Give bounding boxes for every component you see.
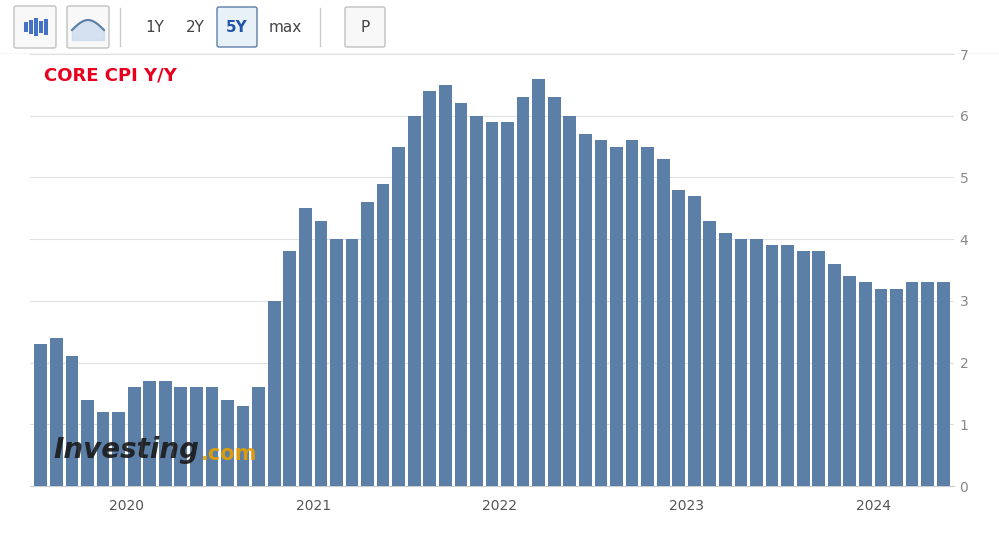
Bar — [859, 282, 872, 486]
Bar — [610, 146, 622, 486]
Bar — [921, 282, 934, 486]
Bar — [532, 79, 545, 486]
Bar — [144, 381, 156, 486]
Bar — [39, 21, 43, 33]
Bar — [81, 400, 94, 486]
Bar — [253, 387, 265, 486]
Text: max: max — [269, 19, 302, 35]
Bar — [34, 18, 38, 36]
FancyBboxPatch shape — [345, 7, 385, 47]
Bar — [190, 387, 203, 486]
Text: 2Y: 2Y — [186, 19, 205, 35]
Bar — [284, 252, 296, 486]
FancyBboxPatch shape — [67, 6, 109, 48]
Bar — [237, 406, 250, 486]
Bar — [299, 208, 312, 486]
Bar — [594, 140, 607, 486]
Bar — [828, 264, 840, 486]
Bar — [703, 221, 716, 486]
Bar — [812, 252, 825, 486]
Bar — [734, 239, 747, 486]
Bar — [719, 233, 731, 486]
Bar — [206, 387, 219, 486]
Bar — [641, 146, 654, 486]
Bar — [797, 252, 809, 486]
Bar — [672, 190, 685, 486]
Bar — [874, 288, 887, 486]
Bar — [408, 116, 421, 486]
Bar — [268, 301, 281, 486]
Bar — [29, 20, 33, 34]
Bar — [128, 387, 141, 486]
Text: 5Y: 5Y — [226, 19, 248, 35]
Bar — [44, 19, 48, 35]
Bar — [97, 412, 110, 486]
Bar — [362, 202, 374, 486]
Bar — [579, 134, 591, 486]
Bar — [547, 97, 560, 486]
Text: CORE CPI Y/Y: CORE CPI Y/Y — [44, 67, 177, 85]
Bar — [471, 116, 483, 486]
Bar — [843, 276, 856, 486]
Bar — [221, 400, 234, 486]
Bar — [563, 116, 576, 486]
Bar — [781, 245, 794, 486]
Bar — [346, 239, 359, 486]
Bar — [439, 85, 452, 486]
Bar — [393, 146, 405, 486]
Bar — [486, 122, 499, 486]
FancyBboxPatch shape — [217, 7, 257, 47]
Bar — [750, 239, 763, 486]
Bar — [175, 387, 187, 486]
Bar — [765, 245, 778, 486]
Bar — [906, 282, 918, 486]
Text: .com: .com — [201, 444, 258, 464]
FancyBboxPatch shape — [14, 6, 56, 48]
Bar — [35, 344, 47, 486]
Text: P: P — [361, 19, 370, 35]
Bar — [625, 140, 638, 486]
Bar — [937, 282, 949, 486]
Bar — [501, 122, 513, 486]
Bar — [24, 22, 28, 32]
Bar — [688, 196, 700, 486]
Bar — [112, 412, 125, 486]
Bar — [377, 184, 390, 486]
Text: 1Y: 1Y — [146, 19, 165, 35]
Bar — [330, 239, 343, 486]
Bar — [66, 356, 78, 486]
Bar — [159, 381, 172, 486]
Bar — [50, 338, 63, 486]
Bar — [890, 288, 903, 486]
Bar — [424, 91, 437, 486]
Bar — [656, 159, 669, 486]
Text: Investing: Investing — [53, 436, 199, 464]
Bar — [315, 221, 328, 486]
Bar — [516, 97, 529, 486]
Bar — [455, 103, 468, 486]
